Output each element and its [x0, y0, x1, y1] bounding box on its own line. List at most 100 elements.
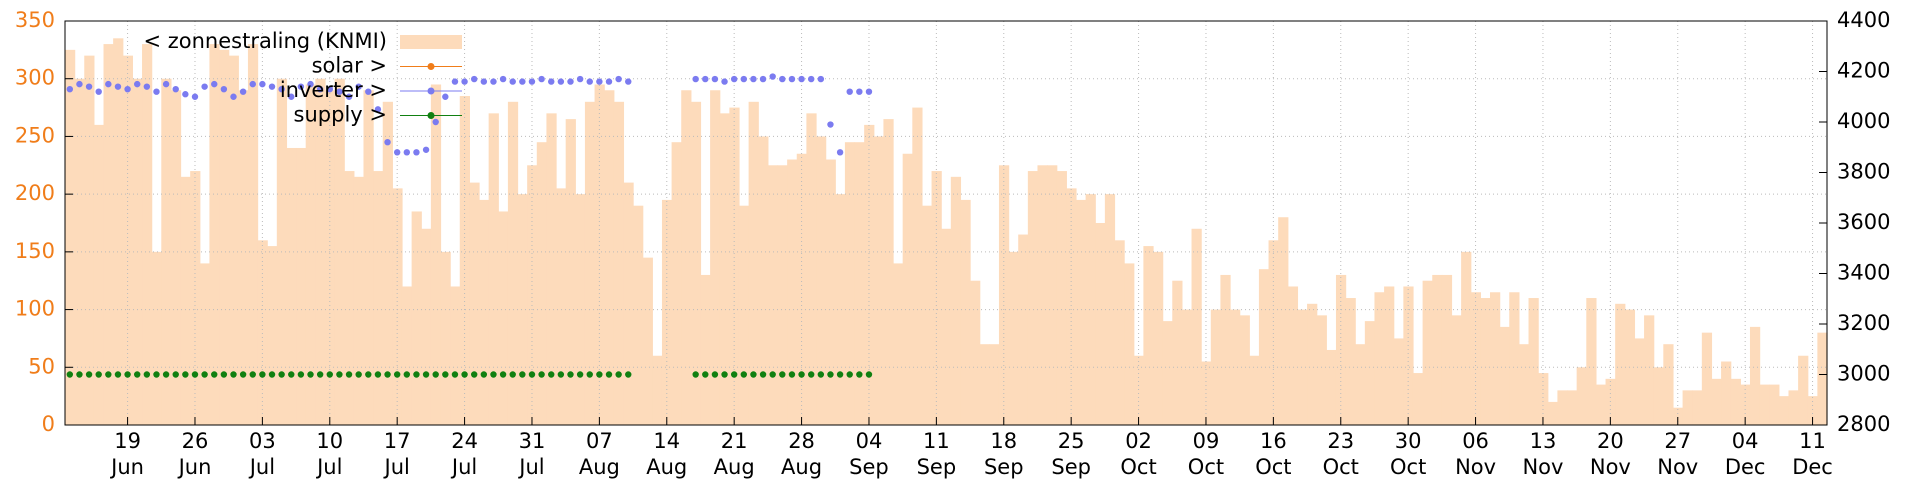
point	[827, 121, 834, 128]
bar	[1798, 355, 1809, 425]
x-tick-label: 27 Nov	[1657, 429, 1699, 479]
bar	[1595, 384, 1607, 425]
bar	[748, 101, 759, 426]
bar	[1759, 384, 1770, 425]
bar	[931, 171, 942, 425]
point	[615, 371, 622, 378]
bar	[459, 96, 470, 426]
bar	[238, 90, 249, 425]
legend-point	[427, 87, 435, 95]
bar	[122, 55, 133, 425]
bar	[1451, 315, 1462, 425]
x-tick-label: 17 Jul	[383, 429, 411, 479]
bar	[373, 171, 384, 425]
bar	[1692, 390, 1703, 425]
bar	[305, 84, 316, 425]
bar	[594, 84, 605, 425]
point	[759, 371, 767, 378]
bar	[883, 119, 894, 425]
bar	[575, 194, 586, 425]
point	[461, 78, 468, 85]
point	[143, 371, 151, 378]
bar	[864, 124, 875, 425]
bar	[710, 90, 721, 425]
point	[66, 371, 74, 378]
bar	[1037, 165, 1048, 426]
point	[721, 371, 728, 378]
point	[798, 371, 805, 378]
point	[393, 149, 401, 156]
point	[779, 371, 786, 378]
point	[730, 371, 738, 378]
bar	[170, 90, 182, 425]
point	[172, 85, 179, 93]
bar	[1239, 315, 1250, 425]
bar	[1230, 309, 1241, 425]
bar	[1422, 280, 1433, 425]
bar	[979, 344, 990, 425]
bar	[507, 101, 519, 426]
bar	[960, 199, 971, 425]
point	[596, 78, 603, 85]
bar	[1393, 338, 1404, 425]
point	[191, 93, 199, 100]
bar	[1297, 309, 1308, 425]
bar	[180, 176, 191, 425]
bar	[334, 78, 345, 425]
point	[490, 78, 497, 85]
point	[567, 371, 574, 378]
bar	[1287, 286, 1299, 425]
bar	[921, 205, 933, 425]
bar	[787, 159, 798, 425]
point	[432, 371, 439, 378]
point	[817, 371, 825, 378]
bar	[1210, 309, 1222, 425]
bar	[729, 107, 740, 426]
point	[509, 371, 516, 378]
bar	[835, 194, 846, 425]
x-tick-label: 20 Nov	[1589, 429, 1631, 479]
bar	[450, 286, 461, 425]
point	[278, 85, 285, 93]
point	[345, 93, 353, 100]
point	[759, 75, 767, 83]
point	[201, 83, 208, 90]
bar	[392, 188, 403, 425]
y-tick-label: 50	[28, 354, 55, 378]
point	[384, 371, 391, 378]
bar	[989, 344, 1000, 425]
point	[413, 371, 420, 378]
bar	[1653, 367, 1664, 425]
point	[143, 83, 151, 90]
y2-tick-label: 3600	[1837, 210, 1890, 234]
bar	[267, 246, 278, 425]
bar	[652, 355, 663, 425]
legend-point	[427, 63, 435, 70]
point	[442, 371, 449, 378]
point	[288, 371, 295, 378]
point	[268, 371, 276, 378]
point	[422, 371, 430, 378]
point	[557, 78, 565, 85]
point	[548, 371, 555, 378]
point	[808, 75, 815, 83]
bar	[1172, 280, 1183, 425]
x-tick-label: 25 Sep	[1051, 429, 1091, 479]
x-tick-label: 30 Oct	[1390, 429, 1427, 479]
bar	[219, 49, 230, 425]
point	[307, 371, 314, 378]
x-tick-label: 16 Oct	[1255, 429, 1292, 479]
x-tick-label: 13 Nov	[1522, 429, 1564, 479]
point	[528, 371, 536, 378]
legend-label: < zonnestraling (KNMI)	[143, 29, 387, 53]
point	[740, 371, 748, 378]
bar	[517, 194, 528, 425]
bar	[546, 113, 557, 425]
point	[808, 371, 815, 378]
point	[702, 75, 709, 83]
x-tick-label: 04 Sep	[849, 429, 889, 479]
bar	[411, 211, 422, 425]
bar	[825, 159, 836, 425]
point	[326, 85, 333, 93]
